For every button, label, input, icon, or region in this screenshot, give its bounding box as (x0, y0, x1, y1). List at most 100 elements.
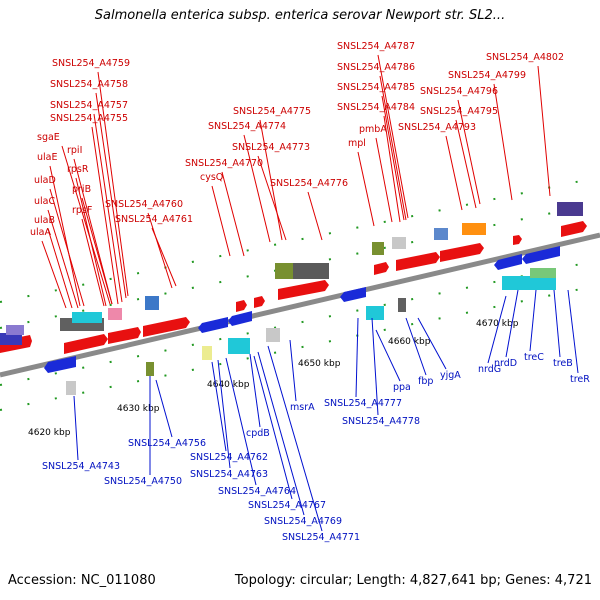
gene-label-forward: SNSL254_A4761 (115, 214, 193, 225)
gene-arrow (494, 254, 522, 270)
gene-label-reverse: nrdD (494, 358, 517, 369)
gene-leader-line (249, 353, 261, 428)
forward-features (0, 202, 587, 354)
gene-label-forward: SNSL254_A4755 (50, 113, 128, 124)
gene-block (557, 202, 583, 216)
gene-leader-line (553, 289, 561, 358)
accession-text: Accession: NC_011080 (8, 573, 156, 588)
gene-arrow (64, 334, 108, 354)
gene-label-forward: SNSL254_A4795 (420, 106, 498, 117)
kbp-tick-label: 4650 kbp (298, 359, 341, 369)
gene-label-forward: SNSL254_A4787 (337, 41, 415, 52)
gene-block (502, 276, 556, 290)
gene-label-forward: cysQ (200, 172, 223, 183)
gene-label-reverse: yjgA (440, 370, 461, 381)
genome-summary-text: Topology: circular; Length: 4,827,641 bp… (234, 573, 592, 588)
gene-label-forward: SNSL254_A4802 (486, 52, 564, 63)
gene-block (202, 346, 212, 360)
gene-label-forward: sgaE (37, 132, 60, 143)
gene-block (72, 312, 102, 323)
gene-label-forward: rpsR (67, 164, 89, 175)
gene-arrow (340, 287, 366, 302)
gene-label-forward: rpsF (72, 205, 92, 216)
gene-block (108, 308, 122, 320)
gene-label-forward: SNSL254_A4793 (398, 122, 476, 133)
gene-leader-line (289, 339, 297, 402)
gene-label-forward: SNSL254_A4775 (233, 106, 311, 117)
gene-label-reverse: ppa (393, 382, 411, 393)
forward-gene-labels: SNSL254_A4759 SNSL254_A4758 SNSL254_A4757 S… (30, 41, 564, 309)
gene-leader-line (487, 295, 507, 364)
gene-leader-line (147, 212, 173, 289)
gene-arrow (561, 221, 587, 237)
gene-leader-line (225, 357, 257, 486)
gene-arrow (44, 356, 76, 373)
gene-block (462, 223, 486, 235)
gene-label-reverse: SNSL254_A4769 (264, 516, 342, 527)
kbp-tick-label: 4630 kbp (117, 404, 160, 414)
gene-label-forward: SNSL254_A4773 (232, 142, 310, 153)
gene-leader-line (455, 119, 477, 209)
gene-label-forward: ulaD (34, 175, 56, 186)
gene-block (228, 338, 250, 354)
gene-leader-line (91, 126, 119, 305)
gene-leader-line (49, 188, 85, 307)
gene-label-reverse: msrA (290, 402, 315, 413)
gene-leader-line (371, 317, 379, 416)
kbp-tick-label: 4660 kbp (388, 337, 431, 347)
gene-leader-line (257, 351, 305, 516)
gene-label-reverse: fbp (418, 376, 433, 387)
gene-label-reverse: nrdG (478, 364, 501, 375)
gene-leader-line (405, 317, 427, 376)
kbp-ticks: 4620 kbp 4630 kbp 4640 kbp 4650 kbp 4660 kbp… (28, 319, 519, 438)
gene-leader-line (221, 171, 245, 257)
gene-label-forward: rpiI (67, 145, 82, 156)
gene-label-forward: SNSL254_A4785 (337, 82, 415, 93)
gene-arrow (374, 262, 389, 275)
gene-label-forward: SNSL254_A4784 (337, 102, 415, 113)
gene-label-reverse: treR (570, 374, 590, 385)
gene-leader-line (75, 177, 107, 307)
kbp-tick-label: 4620 kbp (28, 428, 71, 438)
gene-leader-line (377, 54, 409, 219)
gene-label-forward: pmbA (359, 124, 387, 135)
gene-block (398, 298, 406, 312)
gene-block (146, 362, 154, 376)
gene-label-forward: SNSL254_A4776 (270, 178, 348, 189)
gene-arrow (228, 311, 252, 326)
gene-label-reverse: SNSL254_A4767 (248, 500, 326, 511)
gene-label-reverse: SNSL254_A4778 (342, 416, 420, 427)
gene-leader-line (47, 209, 79, 309)
gene-label-forward: ulaE (37, 152, 57, 163)
gene-block (275, 263, 293, 279)
gene-leader-line (381, 95, 405, 221)
kbp-tick-label: 4670 kbp (476, 319, 519, 329)
gene-block (372, 242, 384, 255)
gene-arrow (396, 252, 440, 271)
gene-label-reverse: SNSL254_A4771 (282, 532, 360, 543)
gene-block (434, 228, 448, 240)
gene-label-reverse: treC (524, 352, 544, 363)
gene-label-forward: SNSL254_A4786 (337, 62, 415, 73)
gene-arrow (440, 243, 484, 262)
gene-block (392, 237, 406, 249)
gene-block (6, 325, 24, 335)
gene-leader-line (243, 134, 271, 243)
gene-leader-line (211, 185, 231, 257)
gene-label-forward: SNSL254_A4760 (105, 199, 183, 210)
gene-arrow (254, 296, 265, 308)
gene-label-forward: ulaB (34, 215, 55, 226)
gene-leader-line (567, 289, 579, 374)
genome-backbone (0, 232, 600, 378)
gene-label-forward: ulaA (30, 227, 51, 238)
gene-leader-line (47, 228, 73, 309)
gene-leader-line (257, 155, 287, 241)
gene-leader-line (151, 227, 177, 287)
gene-leader-line (81, 218, 105, 307)
gene-leader-line (61, 145, 111, 305)
map-title: Salmonella enterica subsp. enterica sero… (94, 8, 506, 23)
gene-arrow (278, 280, 329, 300)
gene-block (66, 381, 76, 395)
